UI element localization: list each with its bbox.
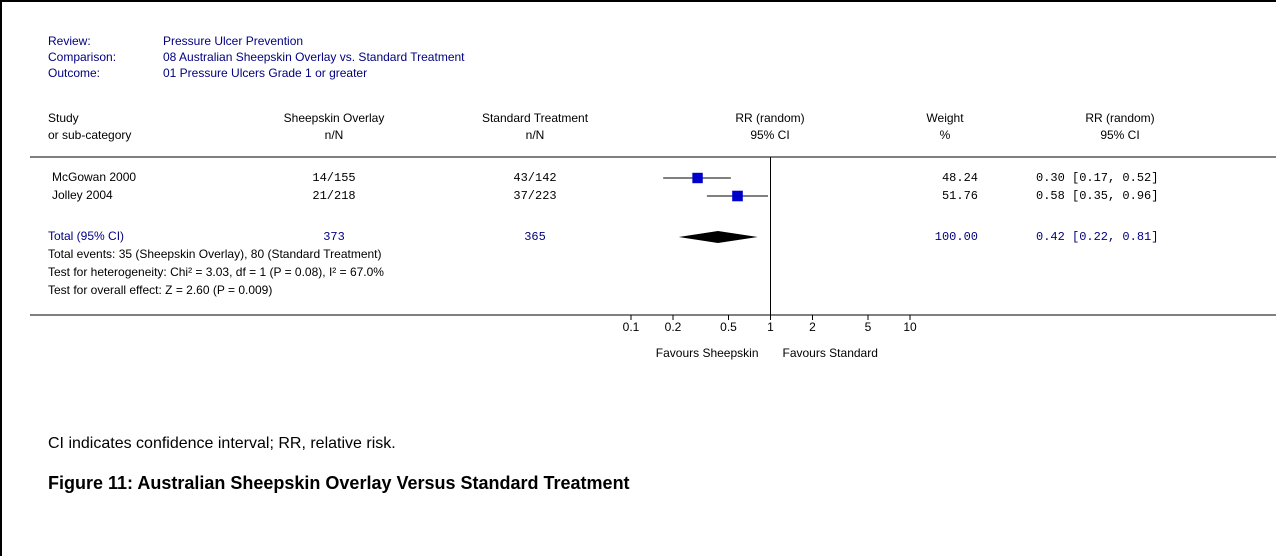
column-header: n/N (325, 128, 344, 142)
column-header: % (940, 128, 951, 142)
column-header: Weight (926, 111, 964, 125)
ci-label: 0.30 [0.17, 0.52] (1036, 171, 1158, 185)
header-value: Pressure Ulcer Prevention (163, 34, 303, 48)
column-header: or sub-category (48, 128, 131, 142)
total-label: Total (95% CI) (48, 229, 124, 243)
figure-title: Figure 11: Australian Sheepskin Overlay … (48, 473, 630, 493)
point-estimate (732, 190, 743, 202)
treatment-count: 14/155 (312, 171, 355, 185)
total-weight: 100.00 (935, 230, 978, 244)
study-name: McGowan 2000 (52, 170, 136, 184)
caption: CI indicates confidence interval; RR, re… (48, 435, 396, 452)
study-name: Jolley 2004 (52, 188, 113, 202)
x-tick-label: 0.2 (665, 320, 682, 334)
total-control: 365 (524, 230, 546, 244)
treatment-count: 21/218 (312, 189, 355, 203)
header-label: Outcome: (48, 66, 100, 80)
column-header: 95% CI (1100, 128, 1139, 142)
weight: 51.76 (942, 189, 978, 203)
header-value: 08 Australian Sheepskin Overlay vs. Stan… (163, 50, 465, 64)
header-label: Comparison: (48, 50, 116, 64)
x-tick-label: 0.1 (623, 320, 640, 334)
header-label: Review: (48, 34, 91, 48)
column-header: RR (random) (735, 111, 804, 125)
pooled-diamond (678, 231, 758, 243)
total-ci-label: 0.42 [0.22, 0.81] (1036, 230, 1158, 244)
column-header: Study (48, 111, 79, 125)
note: Test for overall effect: Z = 2.60 (P = 0… (48, 283, 272, 297)
column-header: Sheepskin Overlay (284, 111, 385, 125)
column-header: 95% CI (750, 128, 789, 142)
x-tick-label: 10 (903, 320, 917, 334)
column-header: Standard Treatment (482, 111, 589, 125)
weight: 48.24 (942, 171, 978, 185)
ci-label: 0.58 [0.35, 0.96] (1036, 189, 1158, 203)
header-value: 01 Pressure Ulcers Grade 1 or greater (163, 66, 367, 80)
note: Test for heterogeneity: Chi² = 3.03, df … (48, 265, 384, 279)
total-treatment: 373 (323, 230, 345, 244)
x-tick-label: 2 (809, 320, 816, 334)
control-count: 43/142 (513, 171, 556, 185)
x-label-left: Favours Sheepskin (656, 346, 759, 360)
x-tick-label: 5 (865, 320, 872, 334)
x-label-right: Favours Standard (783, 346, 878, 360)
x-tick-label: 0.5 (720, 320, 737, 334)
point-estimate (692, 172, 703, 184)
control-count: 37/223 (513, 189, 556, 203)
note: Total events: 35 (Sheepskin Overlay), 80… (48, 247, 382, 261)
column-header: RR (random) (1085, 111, 1154, 125)
x-tick-label: 1 (767, 320, 774, 334)
column-header: n/N (526, 128, 545, 142)
